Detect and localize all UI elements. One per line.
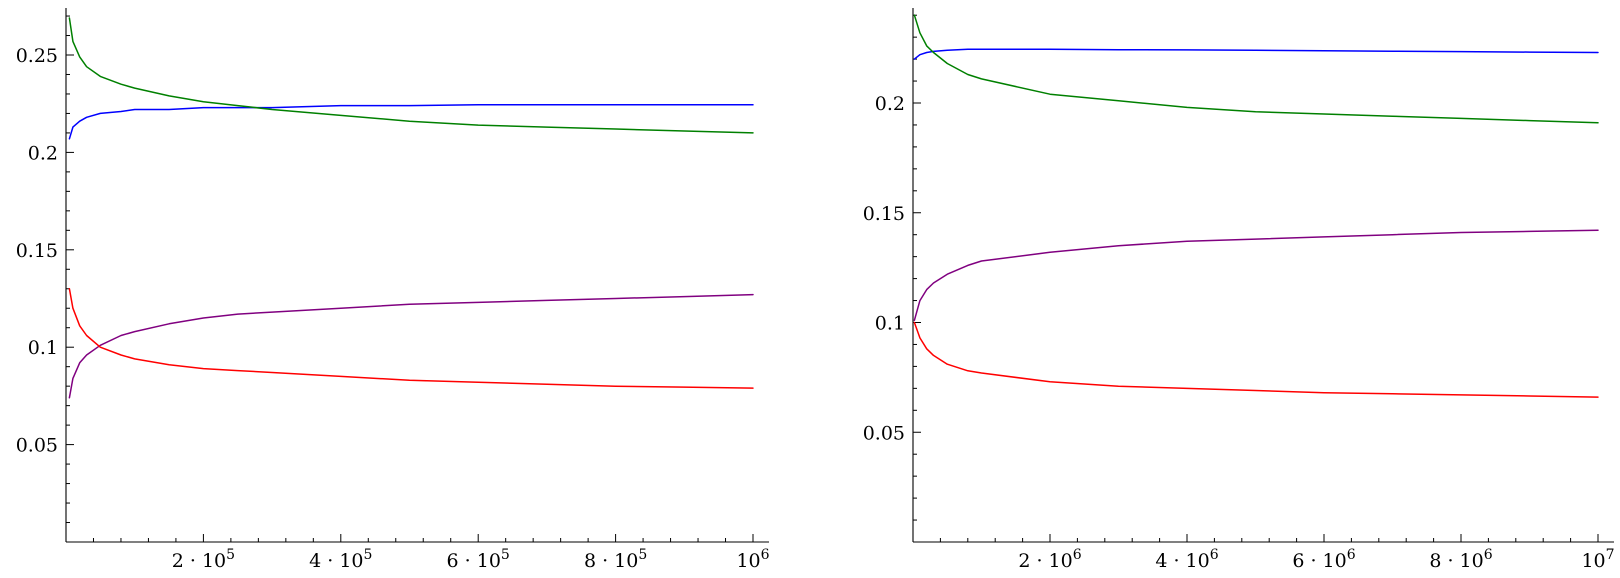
y-tick-label: 0.25 <box>16 45 58 67</box>
series-line-0 <box>913 48 1599 60</box>
left-plot: 0.05 0.1 0.15 0.2 0.25 2 · 105 4 · 105 6 · 105 8… <box>16 8 770 572</box>
x-tick-label: 106 <box>736 547 769 572</box>
series-line-1 <box>68 17 754 134</box>
y-tick-label: 0.05 <box>863 422 905 444</box>
x-tick-label: 107 <box>1581 547 1614 572</box>
y-tick-label: 0.1 <box>28 337 58 359</box>
y-tick-label: 0.1 <box>875 313 905 335</box>
y-tick-label: 0.2 <box>875 93 905 115</box>
y-tick-label: 0.15 <box>863 203 905 225</box>
series-line-3 <box>913 321 1599 398</box>
y-tick-label: 0.05 <box>16 435 58 457</box>
series-line-0 <box>68 103 754 140</box>
series-line-2 <box>68 293 754 399</box>
x-tick-label: 2 · 105 <box>172 547 235 572</box>
x-tick-label: 2 · 106 <box>1018 547 1081 572</box>
series-line-2 <box>913 229 1599 322</box>
x-tick-label: 6 · 106 <box>1292 547 1355 572</box>
x-tick-label: 8 · 106 <box>1429 547 1492 572</box>
x-tick-label: 4 · 105 <box>309 547 372 572</box>
x-tick-label: 6 · 105 <box>447 547 510 572</box>
right-plot: 0.05 0.1 0.15 0.2 2 · 106 4 · 106 6 · 106 8 · 1… <box>863 8 1615 572</box>
series-line-3 <box>68 288 754 389</box>
x-tick-label: 8 · 105 <box>584 547 647 572</box>
y-tick-label: 0.2 <box>28 142 58 164</box>
series-line-1 <box>913 14 1599 124</box>
x-tick-label: 4 · 106 <box>1155 547 1218 572</box>
y-tick-label: 0.15 <box>16 240 58 262</box>
